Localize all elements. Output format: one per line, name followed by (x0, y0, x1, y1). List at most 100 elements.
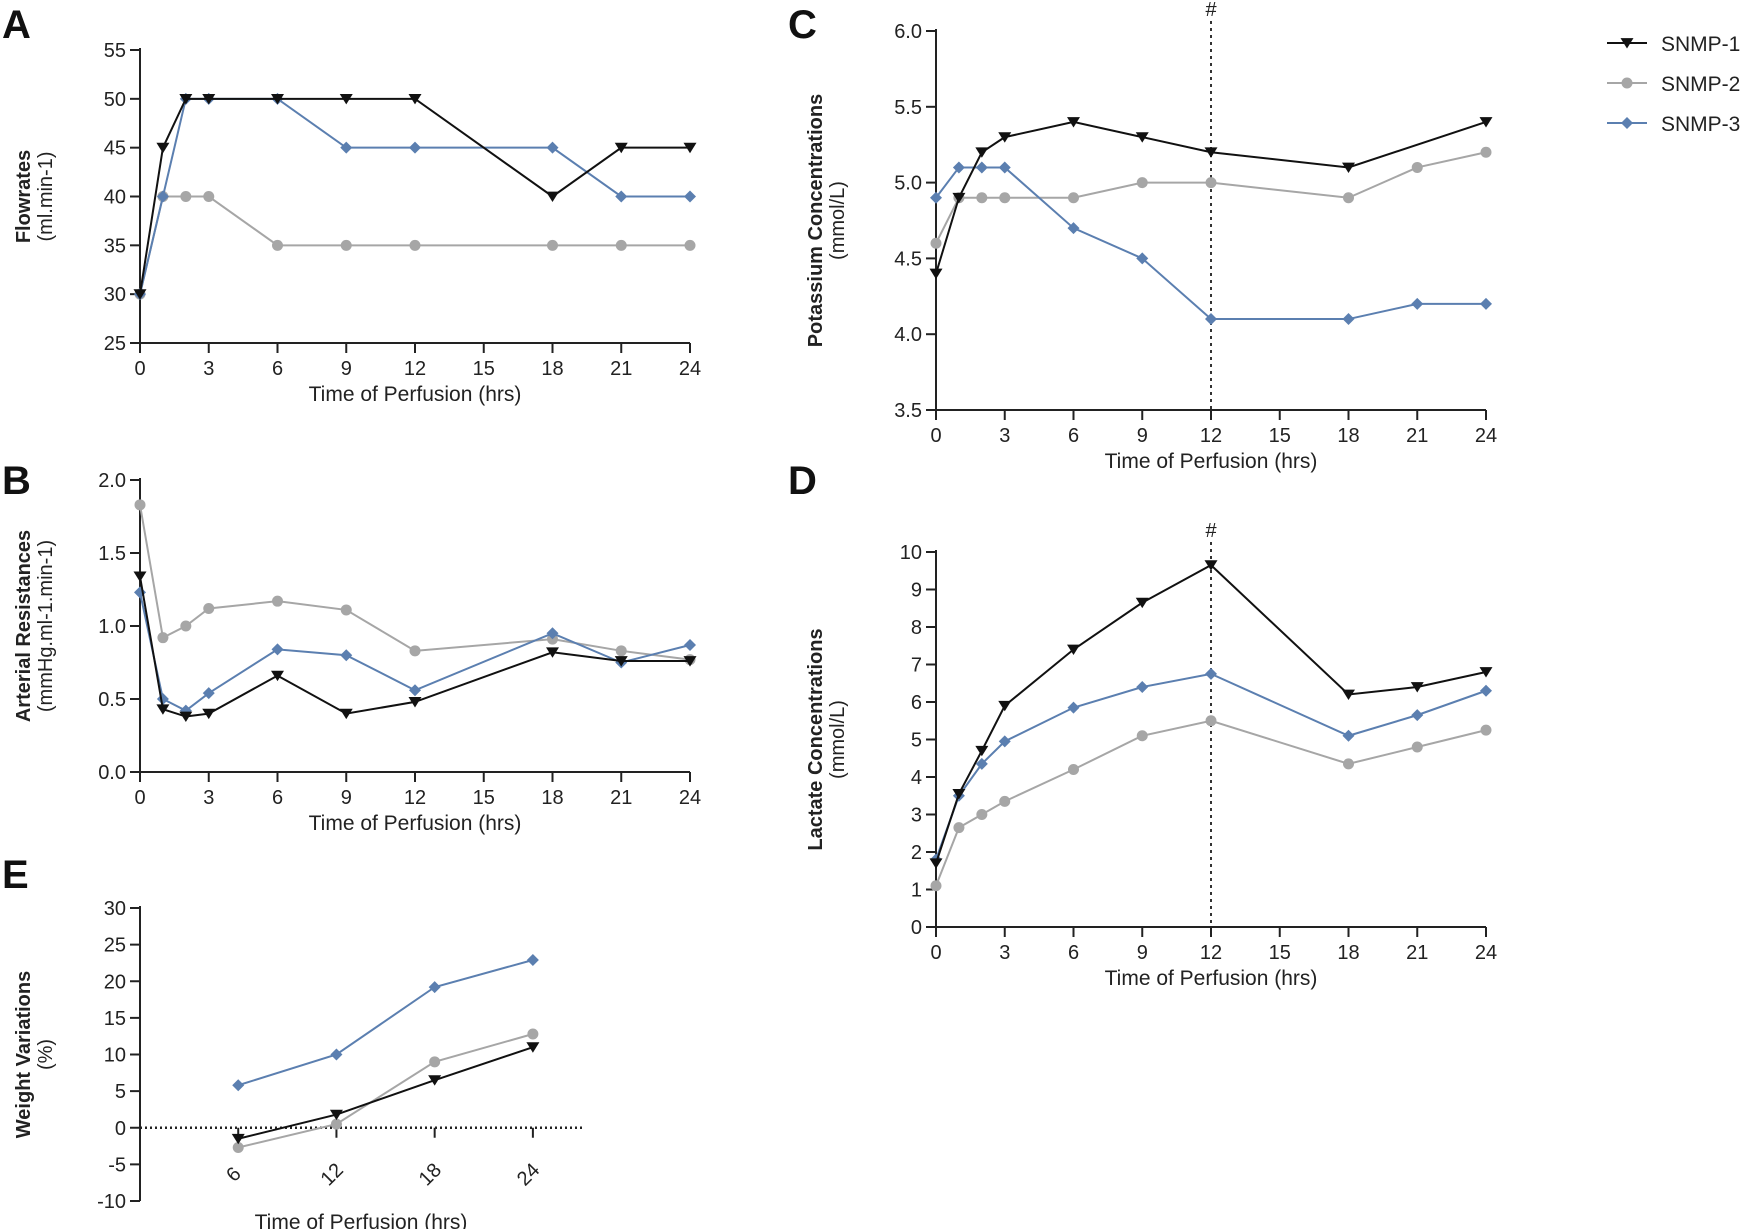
data-point (1411, 741, 1423, 753)
data-point (133, 289, 147, 300)
x-tick-label: 24 (679, 787, 701, 809)
data-point (156, 190, 169, 203)
legend-label: SNMP-1 (1661, 33, 1740, 56)
y-tick-label: 3 (911, 805, 922, 827)
data-point (1067, 222, 1080, 235)
data-point (614, 142, 628, 154)
significance-marker: # (1205, 520, 1217, 542)
y-tick-label: 6.0 (894, 21, 922, 43)
series-snmp-2 (232, 1028, 539, 1154)
legend-marker (1621, 77, 1633, 89)
y-tick-label: 5.5 (894, 97, 922, 119)
series-snmp-1 (231, 1042, 540, 1145)
series-snmp-1 (929, 117, 1493, 280)
data-point (1067, 117, 1080, 128)
data-point (930, 880, 942, 892)
y-tick-label: 35 (104, 235, 126, 257)
data-point (684, 239, 696, 251)
data-point (330, 1118, 342, 1130)
y-tick-label: 10 (900, 542, 922, 564)
y-tick-label: 0 (911, 917, 922, 939)
data-point (1480, 724, 1492, 736)
x-tick-label: 9 (341, 787, 352, 809)
x-tick-label: 12 (317, 1159, 348, 1190)
series-line (935, 151, 1487, 244)
series-snmp-2 (134, 499, 696, 666)
x-tick-label: 3 (999, 425, 1010, 447)
series-line (935, 563, 1487, 864)
data-point (1480, 146, 1492, 158)
x-tick-label: 21 (610, 358, 632, 380)
data-point (271, 670, 284, 682)
data-point (1136, 681, 1149, 693)
data-point (1343, 192, 1354, 204)
x-tick-label: 24 (1475, 425, 1497, 447)
data-point (202, 708, 216, 720)
data-point (1205, 177, 1217, 189)
data-point (1204, 560, 1218, 571)
data-point (134, 499, 146, 511)
data-point (683, 656, 697, 667)
data-point (157, 632, 169, 644)
series-snmp-3 (134, 92, 696, 301)
y-axis-unit: (ml.min-1) (35, 152, 57, 242)
series-line (139, 97, 690, 295)
data-point (546, 191, 559, 203)
series-snmp-1 (133, 93, 697, 300)
data-point (271, 93, 284, 105)
legend: SNMP-1 SNMP-2 SNMP-3 (1607, 33, 1740, 136)
data-point (408, 93, 422, 105)
series-snmp-3 (232, 954, 539, 1092)
x-tick-label: 18 (541, 358, 563, 380)
x-tick-label: 24 (1475, 942, 1497, 964)
data-point (232, 1142, 244, 1154)
y-axis-unit: (mmol/L) (827, 181, 849, 260)
data-point (1343, 758, 1354, 770)
data-point (330, 1048, 343, 1061)
x-tick-label: 3 (999, 942, 1010, 964)
series-snmp-3 (134, 586, 696, 717)
y-tick-label: 2.0 (98, 470, 126, 492)
x-tick-label: 0 (930, 942, 941, 964)
series-line (237, 959, 534, 1087)
data-point (975, 161, 988, 174)
y-axis-unit: (mmHg.ml-1.min-1) (35, 540, 57, 712)
data-point (1067, 701, 1080, 714)
y-tick-label: 8 (911, 617, 922, 639)
y-tick-label: 55 (104, 40, 126, 62)
series-line (139, 592, 691, 712)
y-tick-label: 4 (911, 767, 922, 789)
data-point (975, 147, 989, 158)
data-point (180, 191, 192, 202)
x-axis-title: Time of Perfusion (hrs) (255, 1211, 468, 1229)
data-point (546, 141, 559, 154)
x-tick-label: 9 (1137, 425, 1148, 447)
x-tick-label: 18 (1337, 425, 1359, 447)
y-tick-label: 5 (911, 730, 922, 752)
x-tick-label: 9 (1137, 942, 1148, 964)
data-point (614, 656, 628, 667)
y-tick-label: 10 (104, 1045, 126, 1067)
y-tick-label: 5.0 (894, 173, 922, 195)
y-tick-label: 4.0 (894, 324, 922, 346)
panel-e: E -10 -5 0 5 10 15 20 25 30 6 12 18 24 Time of Perfusi… (2, 853, 582, 1229)
data-point (1342, 689, 1355, 701)
data-point (929, 858, 943, 869)
panel-c: C 3.5 4.0 4.5 5.0 5.5 6.0 0 3 6 9 12 15 18 21 24 # Time o… (788, 0, 1497, 473)
y-axis-title: Weight Variations (13, 971, 35, 1138)
data-point (340, 604, 352, 616)
data-point (546, 647, 559, 658)
data-point (271, 643, 284, 656)
y-tick-label: 1 (911, 880, 922, 902)
data-point (340, 649, 353, 662)
data-point (428, 1075, 442, 1086)
data-point (526, 1042, 540, 1053)
x-tick-label: 21 (1406, 942, 1428, 964)
legend-label: SNMP-2 (1661, 73, 1740, 96)
data-point (684, 638, 696, 651)
data-point (429, 1056, 441, 1068)
data-point (998, 735, 1011, 748)
x-tick-label: 12 (404, 358, 426, 380)
y-tick-label: 40 (104, 187, 126, 209)
y-tick-label: 0.0 (98, 762, 126, 784)
